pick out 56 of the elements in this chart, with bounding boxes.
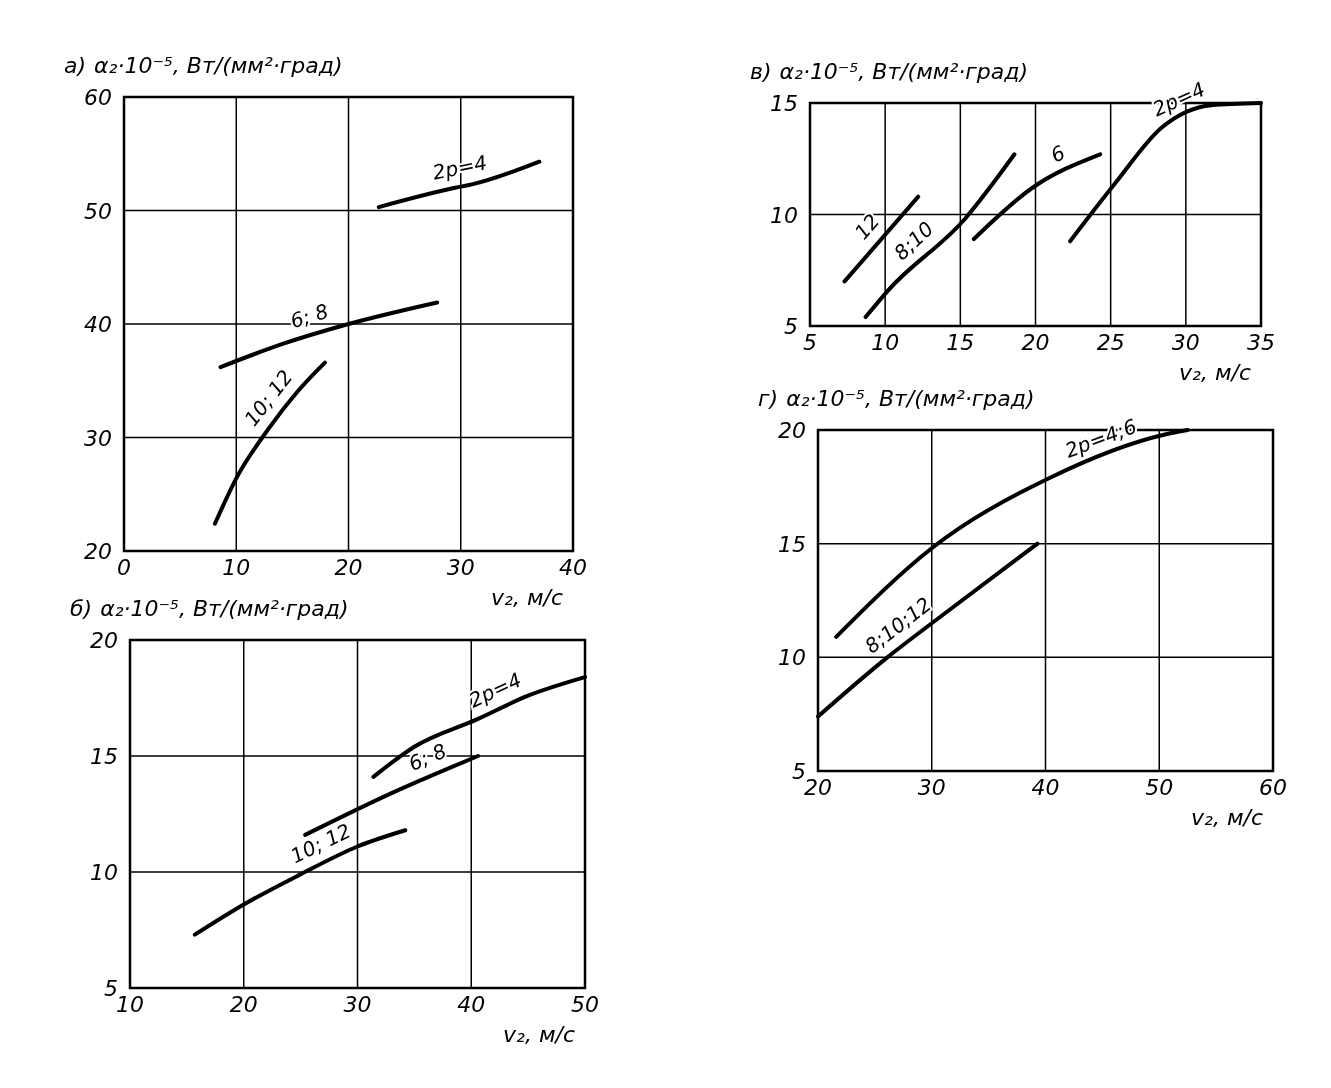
x-tick-label: 30 bbox=[917, 775, 946, 800]
text: 2p=4 bbox=[430, 150, 490, 185]
x-axis-title: v₂, м/с bbox=[1179, 360, 1251, 385]
y-tick-label: 10 bbox=[770, 202, 798, 228]
x-axis-title: v₂, м/с bbox=[1191, 805, 1263, 830]
text: 12 bbox=[849, 209, 885, 245]
x-tick-label: 30 bbox=[1171, 330, 1200, 355]
x-tick-label: 20 bbox=[229, 992, 258, 1017]
x-axis-title: v₂, м/с bbox=[491, 585, 563, 610]
y-tick-label: 20 bbox=[84, 539, 112, 564]
y-tick-label: 10 bbox=[778, 645, 806, 671]
x-tick-label: 20 bbox=[1021, 330, 1050, 355]
text: 10; 12 bbox=[286, 818, 355, 869]
x-tick-label: 30 bbox=[446, 555, 475, 580]
y-axis-title: α₂·10⁻⁵, Вт/(мм²·град) bbox=[100, 596, 349, 621]
x-tick-label: 50 bbox=[1145, 775, 1174, 800]
y-tick-label: 5 bbox=[792, 759, 806, 784]
x-tick-label: 10 bbox=[116, 992, 144, 1017]
text: 10; 12 bbox=[239, 365, 298, 431]
x-tick-label: 10 bbox=[871, 330, 900, 355]
x-tick-label: 25 bbox=[1096, 330, 1125, 355]
y-tick-label: 15 bbox=[778, 531, 806, 557]
y-axis-title: α₂·10⁻⁵, Вт/(мм²·град) bbox=[786, 386, 1035, 411]
y-tick-label: 60 bbox=[84, 85, 112, 110]
x-tick-label: 40 bbox=[559, 555, 587, 580]
y-tick-label: 10 bbox=[90, 860, 118, 885]
y-tick-label: 5 bbox=[784, 314, 798, 339]
x-tick-label: 10 bbox=[222, 555, 251, 580]
y-axis-title: α₂·10⁻⁵, Вт/(мм²·град) bbox=[779, 59, 1028, 84]
text: 6; 8 bbox=[287, 298, 332, 334]
x-tick-label: 60 bbox=[1259, 775, 1287, 800]
text: 6; 8 bbox=[404, 738, 450, 776]
y-tick-label: 20 bbox=[778, 418, 806, 443]
chart-title: г) bbox=[758, 386, 779, 411]
x-axis-title: v₂, м/с bbox=[503, 1022, 575, 1047]
x-tick-label: 20 bbox=[804, 775, 832, 800]
y-tick-label: 15 bbox=[770, 91, 798, 116]
x-tick-label: 15 bbox=[946, 330, 975, 355]
chart-title: б) bbox=[70, 596, 93, 621]
y-tick-label: 30 bbox=[84, 425, 112, 451]
x-tick-label: 40 bbox=[457, 992, 486, 1017]
x-tick-label: 0 bbox=[117, 555, 131, 580]
x-tick-label: 20 bbox=[334, 555, 363, 580]
x-tick-label: 30 bbox=[343, 992, 372, 1017]
y-axis-title: α₂·10⁻⁵, Вт/(мм²·град) bbox=[94, 53, 343, 78]
chart-title: а) bbox=[64, 53, 87, 78]
x-tick-label: 50 bbox=[571, 992, 599, 1017]
y-tick-label: 5 bbox=[104, 976, 118, 1001]
y-tick-label: 50 bbox=[84, 198, 112, 224]
x-tick-label: 40 bbox=[1031, 775, 1060, 800]
chart-title: в) bbox=[750, 59, 772, 84]
x-tick-label: 35 bbox=[1247, 330, 1275, 355]
y-tick-label: 20 bbox=[90, 628, 118, 653]
y-tick-label: 15 bbox=[90, 744, 118, 769]
y-tick-label: 40 bbox=[84, 312, 112, 337]
text: 6 bbox=[1046, 140, 1069, 168]
